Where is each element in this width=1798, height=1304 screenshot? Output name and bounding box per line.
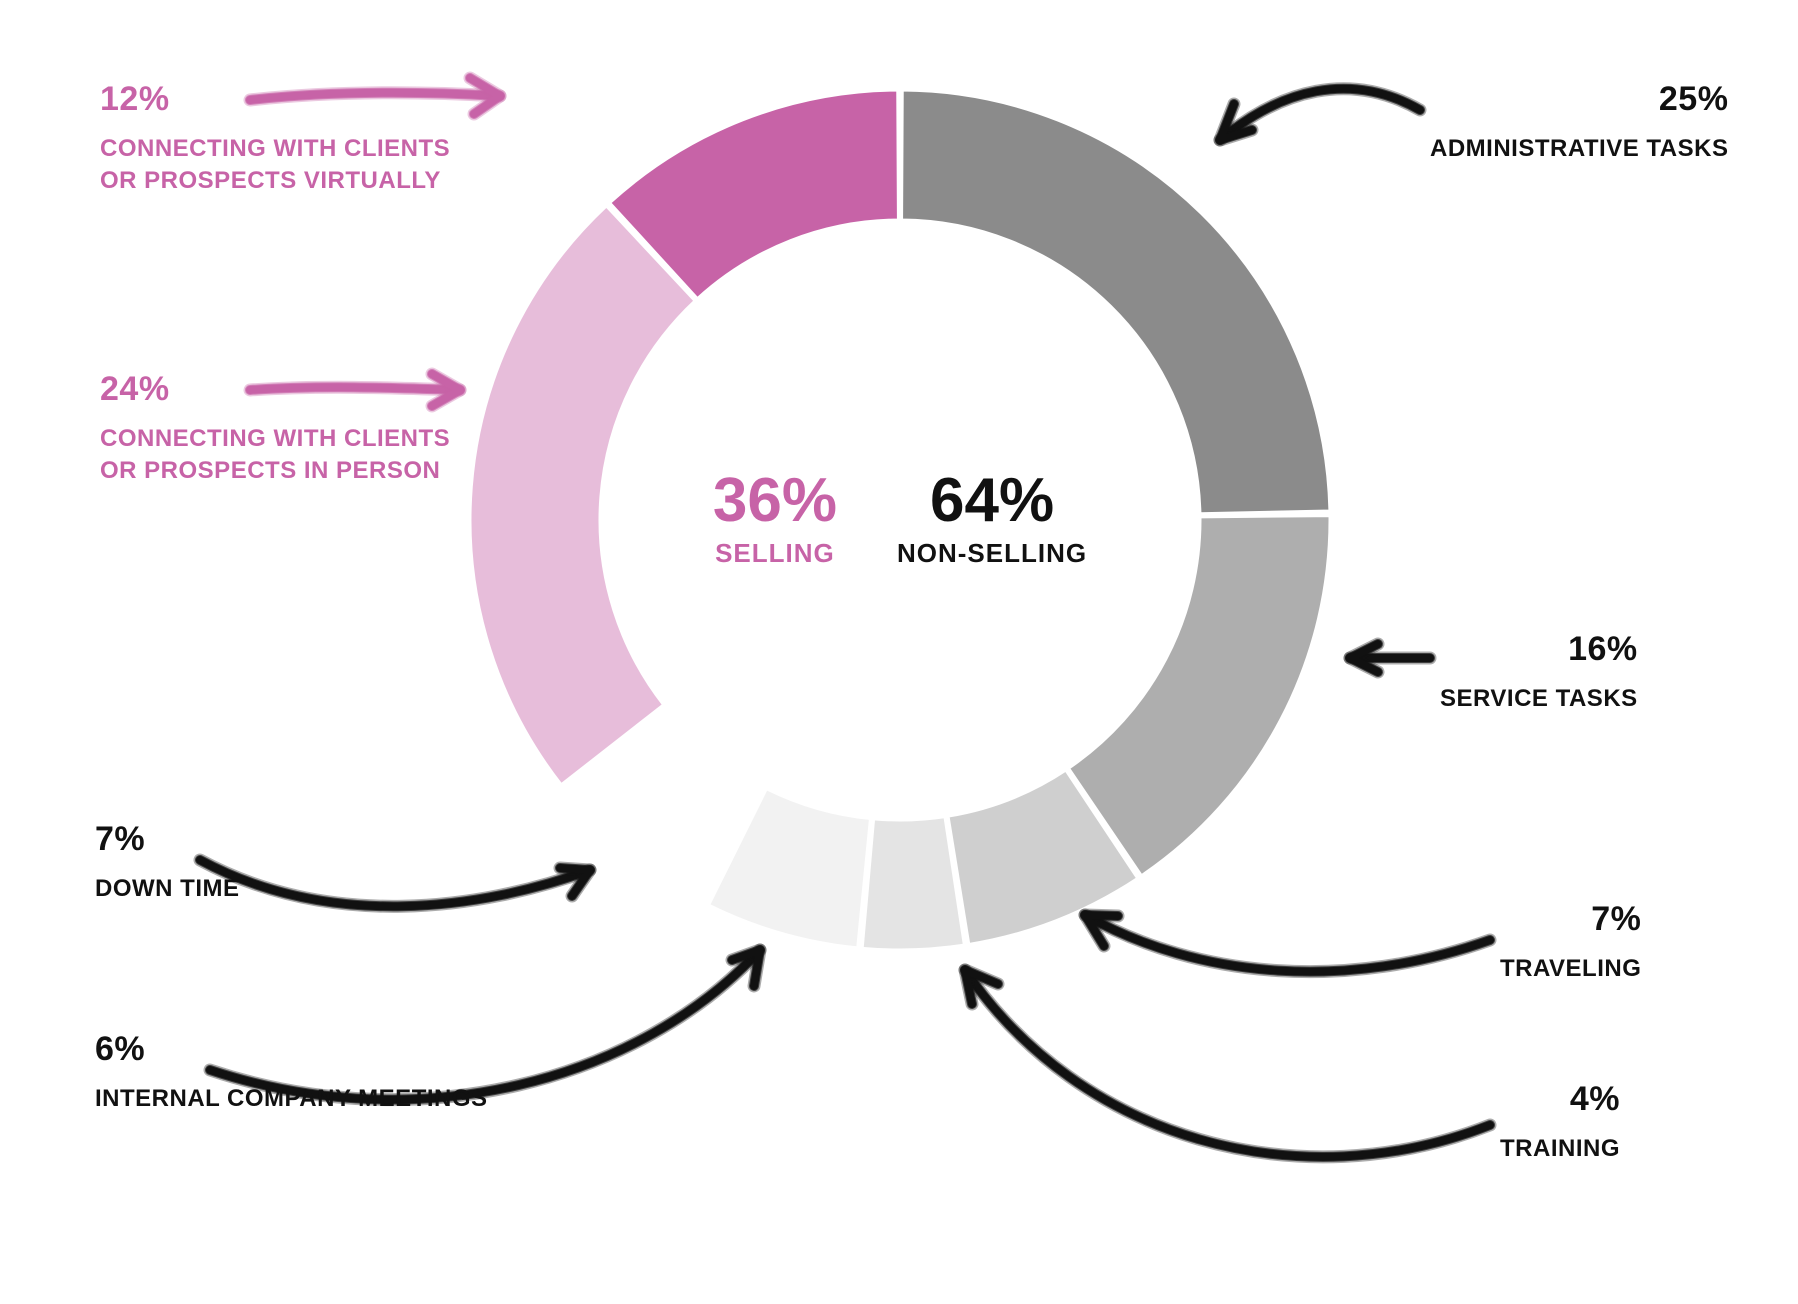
callout-virtual: 12% CONNECTING WITH CLIENTS OR PROSPECTS … xyxy=(100,80,450,198)
slice-service xyxy=(1068,516,1330,876)
center-nonselling-label: NON-SELLING xyxy=(897,538,1087,569)
center-selling-pct: 36% xyxy=(713,470,837,532)
callout-virtual-pct: 12% xyxy=(100,80,450,119)
callout-service: 16% SERVICE TASKS xyxy=(1440,630,1638,715)
callout-service-label: SERVICE TASKS xyxy=(1440,683,1638,715)
callout-service-pct: 16% xyxy=(1440,630,1638,669)
callout-downtime-pct: 7% xyxy=(95,820,239,859)
callout-admin: 25% ADMINISTRATIVE TASKS xyxy=(1430,80,1728,165)
callout-travel: 7% TRAVELING xyxy=(1500,900,1641,985)
slice-admin xyxy=(902,90,1330,514)
callout-meetings-label: INTERNAL COMPANY MEETINGS xyxy=(95,1083,488,1115)
callout-training-label: TRAINING xyxy=(1500,1133,1620,1165)
slice-training xyxy=(862,817,964,950)
callout-admin-pct: 25% xyxy=(1430,80,1728,119)
callout-travel-pct: 7% xyxy=(1500,900,1641,939)
callout-downtime: 7% DOWN TIME xyxy=(95,820,239,905)
donut-infographic: 12% CONNECTING WITH CLIENTS OR PROSPECTS … xyxy=(0,0,1798,1304)
callout-virtual-label: CONNECTING WITH CLIENTS OR PROSPECTS VIR… xyxy=(100,133,450,198)
center-selling: 36% SELLING xyxy=(713,470,837,569)
callout-inperson: 24% CONNECTING WITH CLIENTS OR PROSPECTS … xyxy=(100,370,450,488)
callout-meetings-pct: 6% xyxy=(95,1030,488,1069)
callout-admin-label: ADMINISTRATIVE TASKS xyxy=(1430,133,1728,165)
callout-travel-label: TRAVELING xyxy=(1500,953,1641,985)
callout-training-pct: 4% xyxy=(1500,1080,1620,1119)
callout-training: 4% TRAINING xyxy=(1500,1080,1620,1165)
callout-inperson-label: CONNECTING WITH CLIENTS OR PROSPECTS IN … xyxy=(100,423,450,488)
center-nonselling-pct: 64% xyxy=(930,470,1054,532)
center-nonselling: 64% NON-SELLING xyxy=(897,470,1087,569)
center-summary: 36% SELLING 64% NON-SELLING xyxy=(650,470,1150,569)
center-selling-label: SELLING xyxy=(715,538,835,569)
callout-meetings: 6% INTERNAL COMPANY MEETINGS xyxy=(95,1030,488,1115)
callout-inperson-pct: 24% xyxy=(100,370,450,409)
callout-downtime-label: DOWN TIME xyxy=(95,873,239,905)
